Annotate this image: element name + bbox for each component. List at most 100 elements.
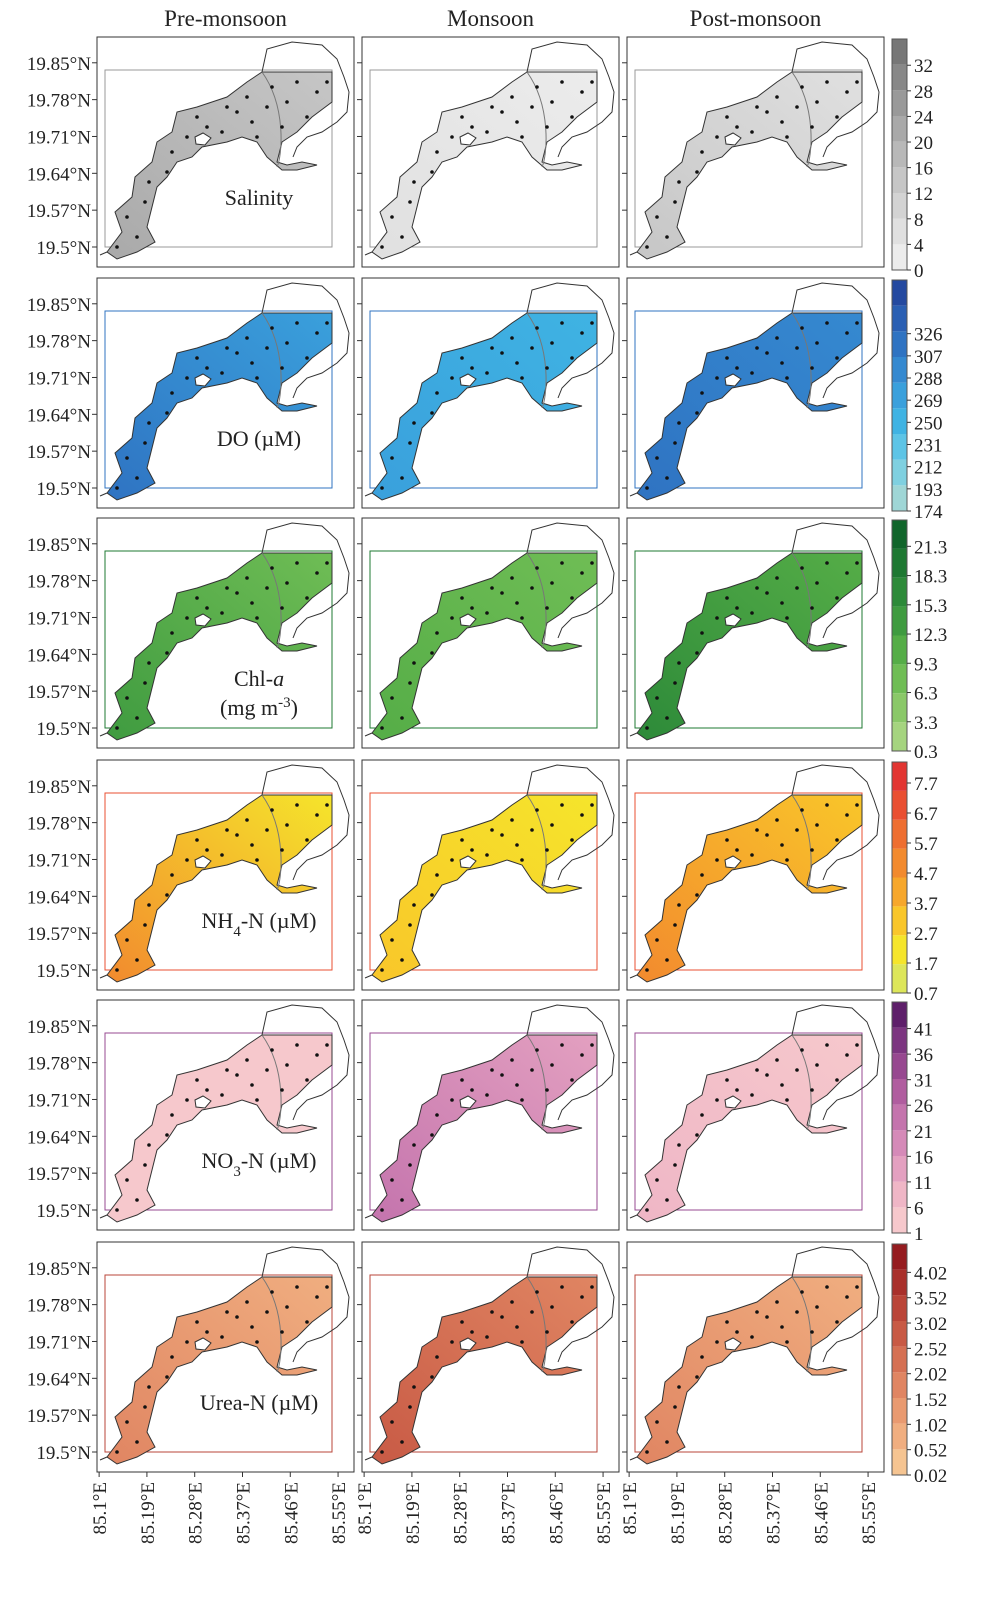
lat-tick-label: 19.64°N [27, 887, 91, 908]
colorbar-tick-label: 250 [914, 413, 943, 434]
station [545, 1330, 549, 1334]
map-panel [361, 36, 620, 268]
map-panel [626, 1241, 885, 1473]
station [755, 1068, 759, 1072]
station [725, 356, 729, 360]
station [520, 1098, 524, 1102]
coastline [99, 732, 108, 737]
colorbar-tick-label: 4.02 [914, 1263, 947, 1284]
station [673, 200, 677, 204]
island [194, 613, 212, 627]
station [255, 616, 259, 620]
colorbar-bin [892, 1295, 907, 1321]
station [755, 346, 759, 350]
station [250, 843, 254, 847]
lat-tick-label: 19.85°N [27, 54, 91, 75]
station [430, 1375, 434, 1379]
station [490, 828, 494, 832]
coastline [99, 1456, 108, 1461]
station [135, 476, 139, 480]
station [147, 1385, 151, 1389]
colorbar-bin [892, 218, 907, 245]
colorbar-tick-label: 326 [914, 325, 943, 346]
station [305, 1078, 309, 1082]
colorbar-bin [892, 39, 907, 65]
station [775, 95, 779, 99]
station [135, 1198, 139, 1202]
station [390, 456, 394, 460]
station [835, 1078, 839, 1082]
colorbar-tick-label: 3.02 [914, 1314, 947, 1335]
grid-box [369, 310, 598, 489]
colorbar-bin [892, 635, 907, 665]
map-panel [96, 36, 355, 268]
colorbar-tick-label: 1.52 [914, 1390, 947, 1411]
station [780, 843, 784, 847]
station [380, 245, 384, 249]
lon-tick-label: 85.55°E [859, 1482, 880, 1544]
island [194, 132, 212, 146]
station [590, 1043, 594, 1047]
label-part: NO [202, 1148, 234, 1173]
lat-tick-label: 19.5°N [36, 719, 91, 740]
station [530, 1068, 534, 1072]
station [515, 120, 519, 124]
station [800, 85, 804, 89]
lon-tick-label: 85.46°E [281, 1482, 302, 1544]
station [225, 1310, 229, 1314]
colorbar-bin [892, 762, 907, 791]
station [725, 1078, 729, 1082]
colorbar-bin [892, 1321, 907, 1347]
station [485, 1335, 489, 1339]
map-panel [361, 1241, 620, 1473]
station [530, 1310, 534, 1314]
station [170, 150, 174, 154]
colorbar-tick-label: 1.7 [914, 954, 938, 975]
station [235, 833, 239, 837]
colorbar-tick-label: 0.52 [914, 1441, 947, 1462]
colorbar-bin [892, 1002, 907, 1028]
station [165, 1133, 169, 1137]
station [655, 456, 659, 460]
station [135, 716, 139, 720]
coastline [526, 1004, 615, 1121]
lagoon [106, 794, 333, 983]
colorbar-tick-label: 231 [914, 436, 943, 457]
station [390, 1178, 394, 1182]
lat-tick-label: 19.64°N [27, 1127, 91, 1148]
station [325, 1285, 329, 1289]
station [795, 346, 799, 350]
station [490, 346, 494, 350]
channel [526, 1034, 547, 1131]
map-panel [626, 999, 885, 1231]
station [535, 808, 539, 812]
island [459, 132, 477, 146]
station [855, 1043, 859, 1047]
colorbar-frame [891, 38, 908, 271]
station [408, 1163, 412, 1167]
station [170, 1113, 174, 1117]
station [590, 80, 594, 84]
station [580, 90, 584, 94]
station [408, 923, 412, 927]
station [315, 1053, 319, 1057]
station [700, 1113, 704, 1117]
station [225, 828, 229, 832]
map-panel [96, 517, 355, 749]
channel [791, 312, 812, 409]
station [560, 1043, 564, 1047]
station [245, 95, 249, 99]
coastline [791, 1004, 880, 1121]
station [570, 596, 574, 600]
station [305, 838, 309, 842]
station [645, 1450, 649, 1454]
station [510, 1058, 514, 1062]
station [835, 115, 839, 119]
station [655, 696, 659, 700]
station [765, 351, 769, 355]
station [250, 361, 254, 365]
colorbar-bin [892, 1207, 907, 1233]
island [459, 1095, 477, 1109]
lat-tick-label: 19.64°N [27, 645, 91, 666]
colorbar-bin [892, 141, 907, 168]
